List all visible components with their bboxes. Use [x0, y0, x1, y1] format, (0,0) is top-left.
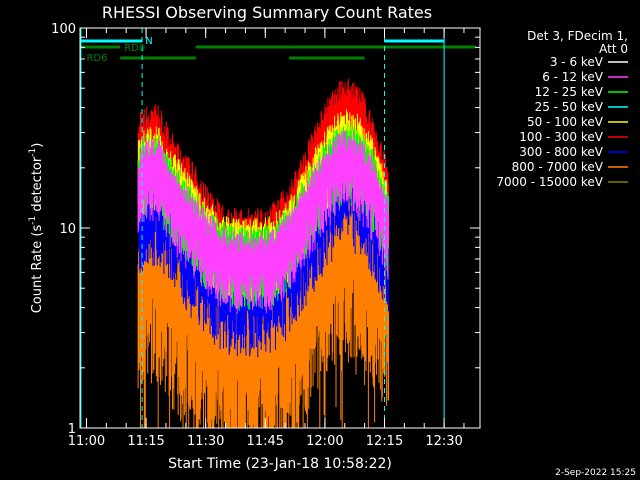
legend-label: 7000 - 15000 keV [496, 175, 603, 189]
x-tick-label: 12:00 [306, 434, 343, 449]
y-axis-label: Count Rate (s-1 detector-1) [28, 143, 45, 314]
footer-date-text: 2-Sep-2022 15:25 [555, 468, 636, 478]
y-axis-label-mid: detector [30, 156, 45, 216]
legend-item: 100 - 300 keV [519, 130, 628, 144]
chart-title: RHESSI Observing Summary Count Rates [102, 3, 432, 22]
legend-item: 300 - 800 keV [519, 145, 628, 159]
x-tick-label: 11:45 [247, 434, 284, 449]
bar-label-rd0: RD0 [124, 43, 145, 54]
x-tick-label: 12:15 [366, 434, 403, 449]
legend-label: 6 - 12 keV [542, 70, 604, 84]
series-trace [137, 130, 389, 314]
legend-label: 50 - 100 keV [527, 115, 604, 129]
y-axis-label-sup1: -1 [28, 216, 38, 225]
y-axis-label-end: ) [30, 143, 45, 148]
legend-label: 12 - 25 keV [535, 85, 604, 99]
series-6-12-kev [137, 130, 389, 314]
legend-label: 100 - 300 keV [519, 130, 603, 144]
y-axis-label-base: Count Rate (s [30, 225, 45, 314]
y-tick-label: 1 [68, 422, 76, 437]
legend-item: 25 - 50 keV [535, 100, 628, 114]
y-tick-label: 10 [59, 222, 76, 237]
bar-label-rd6: RD6 [86, 53, 107, 64]
series-layer [137, 78, 389, 428]
x-axis-ticks: 11:00 11:15 11:30 11:45 12:00 12:15 12:30 [68, 28, 465, 449]
x-tick-label: 11:30 [187, 434, 224, 449]
x-axis-label: Start Time (23-Jan-18 10:58:22) [168, 456, 392, 472]
legend-label: 25 - 50 keV [535, 100, 604, 114]
legend-item: 3 - 6 keV [550, 55, 628, 69]
legend-item: 7000 - 15000 keV [496, 175, 628, 189]
x-tick-label: 11:15 [127, 434, 164, 449]
legend-item: 12 - 25 keV [535, 85, 628, 99]
legend-item: 50 - 100 keV [527, 115, 628, 129]
bar-label-n: N [145, 36, 152, 47]
attenuator-bars: RD0 RD6 N [80, 36, 476, 64]
x-tick-label: 12:30 [425, 434, 462, 449]
legend-header-line1: Det 3, FDecim 1, [527, 29, 628, 43]
y-axis-label-sup2: -1 [28, 148, 38, 157]
y-axis-ticks: 1 10 100 [51, 22, 480, 437]
legend-header-line2: Att 0 [599, 42, 628, 56]
legend-item: 800 - 7000 keV [512, 160, 628, 174]
x-tick-label: 11:00 [68, 434, 105, 449]
legend-label: 300 - 800 keV [519, 145, 603, 159]
y-tick-label: 100 [51, 22, 76, 37]
legend-label: 3 - 6 keV [550, 55, 604, 69]
legend-item: 6 - 12 keV [542, 70, 628, 84]
legend-label: 800 - 7000 keV [512, 160, 604, 174]
